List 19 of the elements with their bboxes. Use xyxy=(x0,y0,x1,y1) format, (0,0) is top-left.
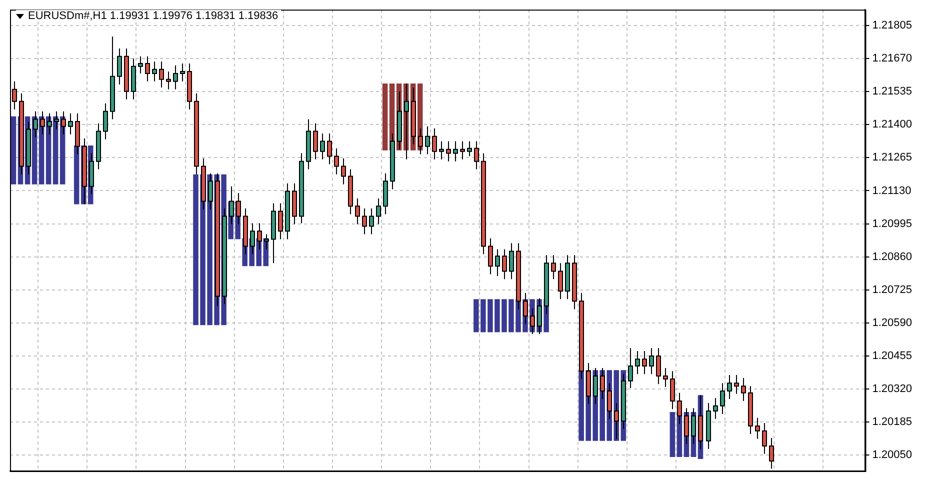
y-tick-label: 1.20995 xyxy=(872,218,912,230)
y-tick-label: 1.21670 xyxy=(872,52,912,65)
bar xyxy=(10,116,16,184)
bar xyxy=(382,84,388,150)
y-tick-label: 1.21400 xyxy=(872,118,912,131)
y-tick-label: 1.20725 xyxy=(872,284,912,296)
bar xyxy=(52,116,58,184)
bar xyxy=(670,412,676,458)
y-tick-label: 1.20050 xyxy=(872,449,912,462)
y-tick-label: 1.21265 xyxy=(872,152,912,164)
y-tick-label: 1.20320 xyxy=(872,383,912,396)
y-tick-label: 1.20185 xyxy=(872,416,912,428)
y-tick-label: 1.21535 xyxy=(872,86,912,98)
y-tick-label: 1.21130 xyxy=(872,184,912,197)
chart-title: EURUSDm#,H1 1.19931 1.19976 1.19831 1.19836 xyxy=(28,10,278,22)
y-tick-label: 1.20590 xyxy=(872,316,912,329)
y-tick-label: 1.20860 xyxy=(872,250,912,263)
y-tick-label: 1.20455 xyxy=(872,350,912,362)
y-tick-label: 1.21805 xyxy=(872,20,912,32)
